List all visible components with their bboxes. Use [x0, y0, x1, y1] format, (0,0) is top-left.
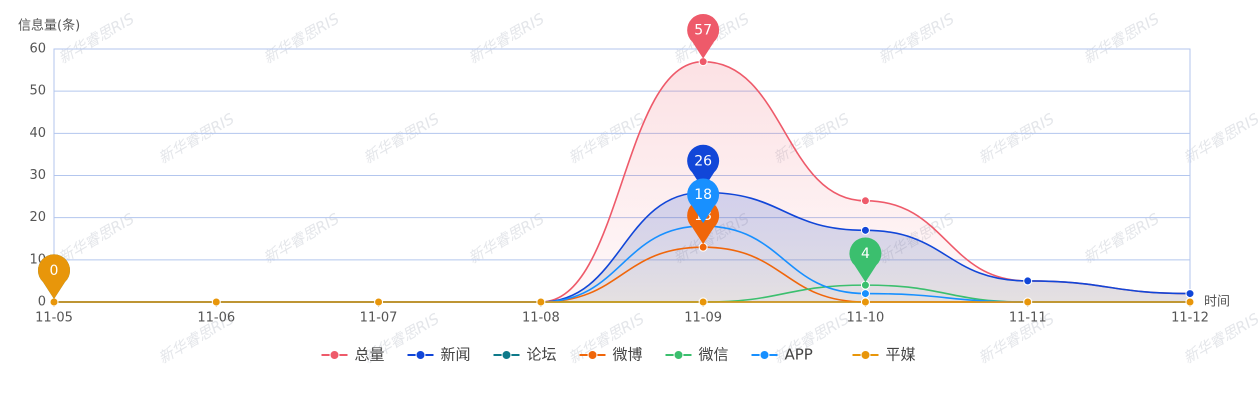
max-pin-label: 57: [694, 23, 712, 39]
watermark: 新华睿思RIS: [360, 109, 442, 167]
max-pin: [687, 178, 720, 224]
x-tick-label: 11-11: [1009, 311, 1047, 326]
legend-label: 论坛: [527, 346, 557, 364]
y-tick-label: 20: [29, 210, 46, 225]
y-tick-label: 30: [29, 168, 46, 183]
y-tick-label: 60: [29, 42, 46, 57]
legend-marker: [673, 350, 684, 360]
y-axis-title: 信息量(条): [18, 18, 80, 34]
legend-label: APP: [785, 346, 813, 364]
x-axis-title: 时间: [1204, 295, 1230, 310]
legend-label: 微博: [613, 346, 643, 364]
point: [698, 242, 708, 252]
x-tick-label: 11-12: [1171, 311, 1209, 326]
point: [1185, 297, 1195, 307]
point: [860, 280, 870, 290]
legend-marker: [759, 350, 770, 360]
y-tick-label: 40: [29, 126, 46, 141]
point: [1023, 276, 1033, 286]
legend-label: 总量: [355, 346, 385, 364]
watermark: 新华睿思RIS: [1180, 109, 1260, 167]
watermark: 新华睿思RIS: [975, 109, 1057, 167]
point: [374, 297, 384, 307]
legend-marker: [501, 350, 512, 360]
max-pin-label: 18: [694, 187, 712, 203]
max-pin-label: 26: [694, 153, 712, 169]
point: [211, 297, 221, 307]
point: [536, 297, 546, 307]
legend-label: 微信: [699, 346, 729, 364]
point: [860, 196, 870, 206]
legend-label: 新闻: [441, 346, 471, 364]
y-tick-label: 50: [29, 84, 46, 99]
y-tick-label: 0: [38, 295, 46, 310]
legend-label: 平媒: [886, 346, 916, 364]
legend-marker: [860, 350, 871, 360]
watermark: 新华睿思RIS: [1080, 9, 1162, 67]
x-tick-label: 11-09: [684, 311, 722, 326]
legend-marker: [587, 350, 598, 360]
legend-marker: [415, 350, 426, 360]
legend-marker: [329, 350, 340, 360]
max-pin-label: 4: [861, 246, 870, 262]
point: [698, 297, 708, 307]
watermark: 新华睿思RIS: [155, 109, 237, 167]
x-tick-label: 11-05: [35, 311, 73, 326]
watermark: 新华睿思RIS: [465, 9, 547, 67]
watermark: 新华睿思RIS: [875, 9, 957, 67]
max-pin: [849, 237, 882, 283]
watermark: 新华睿思RIS: [260, 9, 342, 67]
max-pin: [687, 144, 720, 190]
point: [860, 225, 870, 235]
point: [1185, 289, 1195, 299]
point: [1023, 297, 1033, 307]
max-pin: [687, 14, 720, 59]
x-tick-label: 11-07: [360, 311, 398, 326]
point: [860, 289, 870, 299]
x-tick-label: 11-10: [847, 311, 885, 326]
max-pin-label: 0: [50, 263, 59, 279]
x-tick-label: 11-06: [197, 311, 235, 326]
x-tick-label: 11-08: [522, 311, 560, 326]
point: [860, 297, 870, 307]
max-pin: [37, 254, 70, 299]
point: [698, 57, 708, 67]
point: [49, 297, 59, 307]
